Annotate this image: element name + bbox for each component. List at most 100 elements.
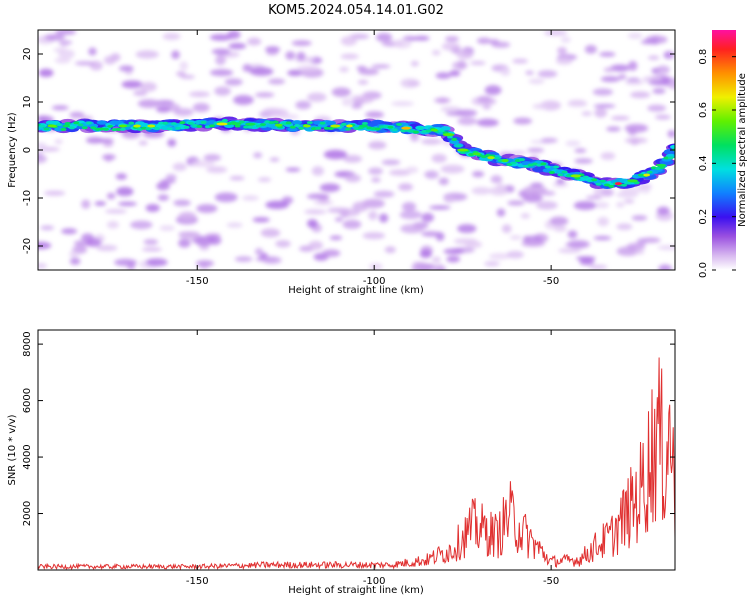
spectrogram-noise-blob bbox=[88, 47, 97, 56]
spectrogram-ridge-blob bbox=[119, 127, 126, 131]
spectrogram-noise-blob bbox=[477, 95, 492, 104]
spectrogram-noise-blob bbox=[543, 30, 568, 36]
spectrogram-noise-blob bbox=[585, 195, 603, 200]
spectrogram-noise-blob bbox=[358, 68, 379, 76]
spectrogram-noise-blob bbox=[624, 80, 644, 86]
spectrogram-noise-blob bbox=[441, 42, 461, 51]
spectrogram-noise-blob bbox=[323, 149, 348, 160]
spectrogram-ridge-blob bbox=[153, 126, 160, 130]
spectrogram-ridge-peak bbox=[346, 124, 353, 128]
spectrogram-noise-blob bbox=[352, 201, 369, 212]
spectrogram-noise-blob bbox=[623, 199, 635, 204]
spectrogram-noise-blob bbox=[165, 173, 177, 181]
spectrogram-noise-blob bbox=[203, 154, 221, 162]
spectrogram-x-tick-label: -50 bbox=[543, 276, 559, 287]
spectrogram-noise-blob bbox=[357, 79, 369, 85]
spectrogram-noise-blob bbox=[141, 247, 162, 252]
spectrogram-noise-blob bbox=[496, 182, 505, 193]
colorbar-tick-label: 0.0 bbox=[698, 262, 709, 278]
spectrogram-noise-blob bbox=[446, 255, 461, 263]
spectrogram-y-tick-label: 10 bbox=[22, 96, 33, 109]
spectrogram-ridge-blob bbox=[468, 153, 475, 157]
spectrogram-noise-blob bbox=[472, 170, 485, 178]
spectrogram-noise-blob bbox=[440, 106, 462, 113]
spectrogram-ridge-blob bbox=[107, 124, 114, 128]
spectrogram-noise-blob bbox=[521, 240, 545, 247]
spectrogram-noise-blob bbox=[405, 166, 419, 174]
spectrogram-noise-blob bbox=[399, 210, 423, 220]
spectrogram-noise-blob bbox=[567, 101, 588, 108]
spectrogram-ridge-blob bbox=[179, 121, 186, 125]
spectrogram-ridge-blob bbox=[510, 161, 517, 165]
spectrogram-y-tick-label: 0 bbox=[22, 147, 33, 153]
spectrogram-noise-blob bbox=[509, 235, 522, 240]
spectrogram-noise-blob bbox=[375, 32, 393, 42]
spectrogram-ridge-peak bbox=[359, 124, 368, 128]
spectrogram-ridge-blob bbox=[200, 120, 207, 124]
snr-x-tick-label: -150 bbox=[186, 576, 209, 587]
spectrogram-ridge-blob bbox=[328, 126, 335, 130]
spectrogram-noise-blob bbox=[196, 238, 212, 248]
spectrogram-noise-blob bbox=[58, 40, 73, 45]
spectrogram-ridge-peak bbox=[303, 124, 311, 128]
spectrogram-ridge-blob bbox=[440, 126, 451, 131]
spectrogram-noise-blob bbox=[378, 213, 389, 223]
spectrogram-ridge-peak bbox=[501, 159, 509, 163]
spectrogram-y-tick-label: 20 bbox=[22, 48, 33, 61]
spectrogram-noise-blob bbox=[433, 97, 451, 104]
colorbar-label: Normalized spectral amplitude bbox=[737, 73, 748, 227]
spectrogram-noise-blob bbox=[368, 140, 387, 150]
spectrogram-noise-blob bbox=[445, 111, 465, 116]
spectrogram-noise-blob bbox=[114, 258, 137, 267]
spectrogram-noise-blob bbox=[484, 261, 500, 267]
spectrogram-noise-blob bbox=[449, 69, 461, 77]
spectrogram-ridge-blob bbox=[64, 121, 71, 125]
spectrogram-noise-blob bbox=[54, 57, 71, 64]
spectrogram-noise-blob bbox=[247, 37, 262, 46]
spectrogram-ridge-blob bbox=[145, 127, 152, 131]
spectrogram-noise-blob bbox=[393, 39, 412, 49]
spectrogram-noise-blob bbox=[522, 193, 543, 203]
spectrogram-noise-blob bbox=[654, 114, 671, 120]
spectrogram-noise-blob bbox=[340, 53, 359, 60]
spectrogram-noise-blob bbox=[667, 129, 675, 138]
spectrogram-noise-blob bbox=[525, 70, 534, 75]
spectrogram-x-tick-label: -100 bbox=[363, 276, 386, 287]
spectrogram-ridge-blob bbox=[43, 127, 50, 131]
spectrogram-ridge-blob bbox=[604, 183, 611, 187]
spectrogram-noise-blob bbox=[584, 44, 597, 54]
spectrogram-noise-blob bbox=[188, 91, 211, 98]
spectrogram-x-axis-label: Height of straight line (km) bbox=[288, 285, 424, 296]
spectrogram-noise-blob bbox=[627, 32, 643, 39]
spectrogram-noise-blob bbox=[365, 111, 385, 119]
spectrogram-noise-blob bbox=[400, 224, 425, 234]
spectrogram-ridge bbox=[38, 116, 675, 190]
spectrogram-noise-blob bbox=[192, 102, 210, 113]
spectrogram-ridge-blob bbox=[255, 124, 262, 128]
spectrogram-ridge-peak bbox=[627, 179, 638, 183]
spectrogram-noise-blob bbox=[342, 154, 363, 163]
spectrogram-noise-blob bbox=[226, 222, 243, 228]
spectrogram-noise-blob bbox=[640, 39, 658, 45]
spectrogram-noise-blob bbox=[157, 194, 169, 201]
spectrogram-noise-blob bbox=[296, 51, 306, 61]
spectrogram-ridge-blob bbox=[319, 121, 326, 125]
spectrogram-noise-blob bbox=[597, 216, 609, 227]
spectrogram-ridge-peak bbox=[456, 148, 469, 152]
spectrogram-noise-blob bbox=[656, 65, 670, 74]
spectrogram-ridge-peak bbox=[274, 123, 283, 127]
spectrogram-noise-blob bbox=[523, 185, 548, 195]
spectrogram-noise-blob bbox=[206, 166, 228, 174]
spectrogram-ridge-blob bbox=[455, 144, 462, 148]
spectrogram-ridge-blob bbox=[39, 124, 46, 128]
snr-y-axis-label: SNR (10 * v/v) bbox=[7, 414, 18, 485]
spectrogram-noise-blob bbox=[116, 186, 134, 197]
spectrogram-ridge-peak bbox=[62, 124, 71, 128]
spectrogram-noise-blob bbox=[431, 49, 441, 56]
spectrogram-noise-blob bbox=[287, 69, 303, 77]
spectrogram-noise-blob bbox=[438, 177, 449, 186]
spectrogram-noise-blob bbox=[254, 92, 275, 98]
spectrogram-noise-blob bbox=[106, 192, 116, 200]
spectrogram-ridge-blob bbox=[621, 183, 628, 187]
